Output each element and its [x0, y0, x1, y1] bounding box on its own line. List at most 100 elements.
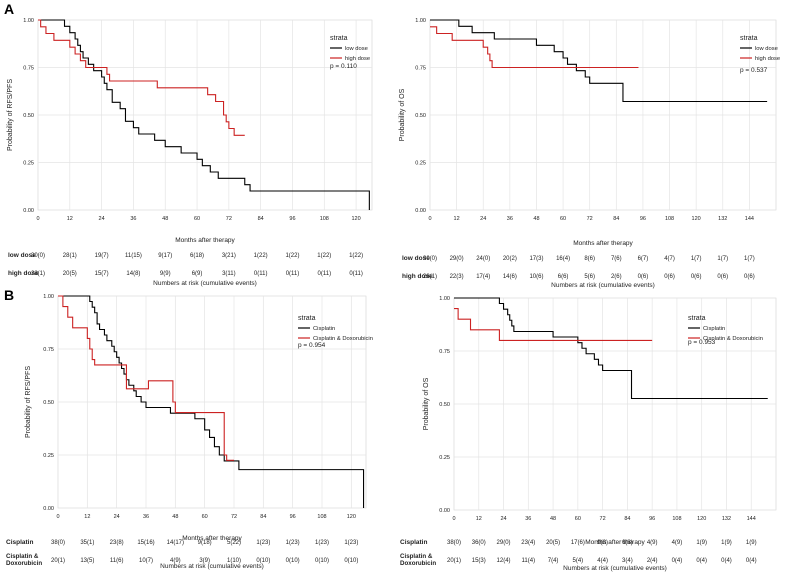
chart-b-left-risk-row-label-line: Cisplatin & — [6, 553, 39, 560]
chart-a-right-risk-value: 0(6) — [664, 274, 675, 280]
chart-a-right-risk-value: 14(6) — [503, 274, 517, 280]
chart-b-left-risk-value: 14(17) — [167, 540, 184, 546]
panel-label-b: B — [4, 287, 14, 303]
chart-a-left-xlabel: Months after therapy — [175, 237, 235, 244]
chart-a-left-risk-value: 20(5) — [63, 271, 77, 277]
chart-b-right-risk-row-label-line: Cisplatin & — [400, 553, 433, 560]
chart-a-left-risk-value: 0(11) — [349, 271, 363, 277]
chart-a-right-ytick-label: 0.25 — [415, 161, 426, 167]
chart-b-right-legend-title: strata — [688, 315, 706, 322]
chart-a-right-xtick-label: 84 — [613, 216, 619, 222]
chart-a-left-risk-value: 14(8) — [126, 271, 140, 277]
chart-a-right-risk-value: 0(6) — [744, 274, 755, 280]
chart-a-right-risk-value: 1(7) — [744, 256, 755, 262]
chart-b-left-risk-value: 1(10) — [227, 558, 241, 564]
chart-b-right-xtick-label: 36 — [525, 516, 531, 522]
chart-a-left-xtick-label: 60 — [194, 216, 200, 222]
chart-b-right-legend-label: Cisplatin — [703, 326, 725, 332]
chart-b-right-risk-value: 5(4) — [573, 558, 584, 564]
chart-b-left-xlabel: Months after therapy — [182, 535, 242, 542]
chart-a-right-risk-value: 30(0) — [423, 256, 437, 262]
chart-a-right-risk-value: 8(6) — [584, 256, 595, 262]
chart-a-left-risk-value: 15(7) — [95, 271, 109, 277]
chart-a-left-xtick-label: 0 — [36, 216, 39, 222]
chart-a-right-series-black-line — [430, 19, 768, 103]
chart-b-right-risk-value: 36(0) — [472, 540, 486, 546]
chart-a-right-risk-value: 16(4) — [556, 256, 570, 262]
chart-b-right-risk-row-label-line: Doxorubicin — [400, 560, 436, 567]
chart-a-left-xtick-label: 120 — [352, 216, 361, 222]
chart-b-right-xtick-label: 120 — [697, 516, 706, 522]
chart-a-left-series-red-line — [38, 19, 245, 136]
chart-a-left-risk-value: 3(21) — [222, 253, 236, 259]
chart-b-right-risk-value: 38(0) — [447, 540, 461, 546]
chart-a-left-xtick-label: 84 — [258, 216, 264, 222]
chart-b-right-risk-value: 1(9) — [746, 540, 757, 546]
chart-a-right-ylabel: Probability of OS — [399, 88, 406, 141]
chart-a-left-legend-title: strata — [330, 35, 348, 42]
chart-b-left-risk-value: 4(9) — [170, 558, 181, 564]
chart-b-right-risk-value: 0(4) — [746, 558, 757, 564]
chart-a-right-xtick-label: 0 — [428, 216, 431, 222]
chart-a-left-xtick-label: 24 — [99, 216, 105, 222]
chart-b-left-risk-value: 38(0) — [51, 540, 65, 546]
chart-b-right-xtick-label: 0 — [452, 516, 455, 522]
chart-a-right-ytick-label: 0.50 — [415, 113, 426, 119]
chart-b-right-risk-value: 20(1) — [447, 558, 461, 564]
chart-b-left-risk-value: 1(23) — [286, 540, 300, 546]
chart-b-left-risk-value: 5(22) — [227, 540, 241, 546]
chart-b-right-risk-value: 4(9) — [647, 540, 658, 546]
chart-b-left-risk-value: 0(10) — [286, 558, 300, 564]
chart-b-right-risk-value: 0(4) — [672, 558, 683, 564]
chart-b-left-risk-value: 0(10) — [256, 558, 270, 564]
chart-b-right-risk-value: 1(9) — [696, 540, 707, 546]
chart-a-left-pvalue: p = 0.110 — [330, 63, 357, 70]
chart-b-right-xtick-label: 72 — [600, 516, 606, 522]
chart-a-right-risk-value: 17(4) — [476, 274, 490, 280]
chart-b-left-risk-value: 13(5) — [80, 558, 94, 564]
chart-b-left-xtick-label: 84 — [260, 514, 266, 520]
chart-b-right-risk-value: 3(4) — [622, 558, 633, 564]
chart-b-left-risk-row-label: Cisplatin & Doxorubicin — [6, 553, 42, 567]
chart-b-left-xtick-label: 60 — [202, 514, 208, 520]
chart-b-right-risk-value: 17(6) — [571, 540, 585, 546]
chart-a-left-xtick-label: 108 — [320, 216, 329, 222]
chart-a-left-ytick-label: 0.75 — [23, 66, 34, 72]
chart-a-right-risk-value: 0(6) — [691, 274, 702, 280]
chart-b-right-risk-value: 29(0) — [497, 540, 511, 546]
chart-b-left-risk-value: 0(10) — [315, 558, 329, 564]
chart-b-left-risk-value: 23(8) — [110, 540, 124, 546]
chart-a-right-xtick-label: 108 — [665, 216, 674, 222]
chart-b-left-legend-title: strata — [298, 315, 316, 322]
chart-a-right-risk-value: 4(7) — [664, 256, 675, 262]
chart-a-left-risk-value: 0(11) — [254, 271, 268, 277]
chart-a-left-risk-value: 9(9) — [160, 271, 171, 277]
chart-a-left-xtick-label: 12 — [67, 216, 73, 222]
chart-a-right-ytick-label: 1.00 — [415, 18, 426, 24]
chart-b-right-ytick-label: 0.50 — [439, 402, 450, 408]
chart-b-right-ytick-label: 0.75 — [439, 349, 450, 355]
chart-b-right-pvalue: p = 0.953 — [688, 339, 716, 346]
chart-b-right-ylabel: Probability of OS — [423, 377, 430, 430]
chart-a-left-ylabel: Probability of RFS/PFS — [7, 79, 14, 151]
chart-b-left-xtick-label: 12 — [84, 514, 90, 520]
chart-a-right-risk-value: 1(7) — [717, 256, 728, 262]
chart-a-right-risk-value: 0(6) — [638, 274, 649, 280]
chart-b-left-risk-title: Numbers at risk (cumulative events) — [160, 563, 264, 570]
chart-b-left-risk-value: 20(1) — [51, 558, 65, 564]
chart-b-left-risk-row-label: Cisplatin — [6, 539, 33, 546]
chart-a-right-risk-row-label: low dose — [402, 255, 430, 262]
chart-a-right-risk-row-label: high dose — [402, 273, 433, 280]
chart-b-right-risk-title: Numbers at risk (cumulative events) — [563, 565, 667, 572]
chart-a-left-legend-label: high dose — [345, 56, 370, 62]
chart-a-left-risk-value: 1(22) — [349, 253, 363, 259]
chart-b-right-risk-value: 23(4) — [521, 540, 535, 546]
chart-b-left-risk-value: 0(10) — [344, 558, 358, 564]
chart-b-left-xtick-label: 36 — [143, 514, 149, 520]
chart-a-left-xtick-label: 48 — [162, 216, 168, 222]
chart-a-right-ytick-label: 0.00 — [415, 208, 426, 214]
chart-b-left-risk-value: 15(16) — [137, 540, 154, 546]
chart-b-right-xtick-label: 108 — [672, 516, 681, 522]
chart-b-right-risk-value: 6(8) — [622, 540, 633, 546]
